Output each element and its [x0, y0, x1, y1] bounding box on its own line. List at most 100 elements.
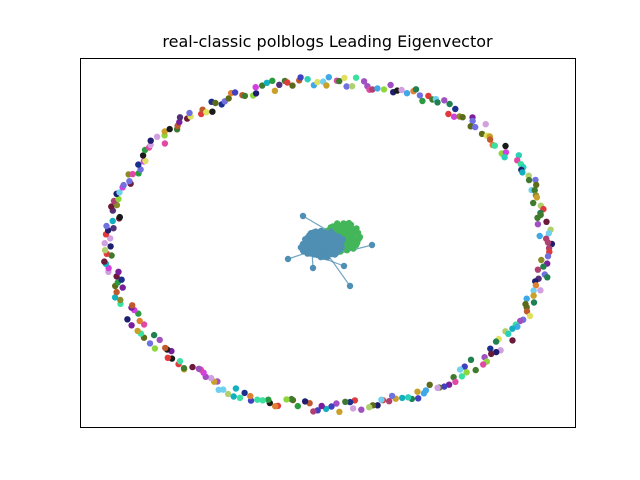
isolated-node — [232, 385, 240, 392]
isolated-node — [284, 79, 291, 86]
isolated-node — [119, 284, 126, 291]
cluster-node-blue — [331, 251, 339, 258]
isolated-node — [207, 374, 215, 382]
isolated-node — [107, 235, 114, 242]
isolated-node — [209, 108, 216, 115]
cluster-node-blue — [299, 212, 307, 220]
isolated-node — [252, 84, 259, 91]
isolated-node — [374, 85, 381, 92]
isolated-node — [399, 394, 406, 402]
isolated-node — [136, 317, 143, 325]
isolated-node — [176, 114, 184, 121]
isolated-node — [526, 312, 534, 320]
cluster-node-blue — [330, 246, 337, 253]
isolated-node — [502, 142, 509, 150]
isolated-node — [544, 253, 552, 260]
cluster-node-green — [334, 220, 341, 227]
isolated-node — [107, 243, 114, 250]
isolated-node — [128, 322, 135, 329]
isolated-node — [161, 128, 168, 135]
isolated-node — [530, 292, 537, 299]
isolated-node — [458, 373, 466, 380]
isolated-node — [450, 113, 458, 120]
isolated-node — [525, 176, 533, 184]
isolated-node — [515, 152, 522, 159]
isolated-node — [129, 170, 136, 178]
isolated-node — [514, 323, 521, 330]
isolated-node — [263, 79, 271, 87]
isolated-node — [156, 336, 163, 344]
cluster-node-blue — [317, 227, 325, 235]
plot-title: real-classic polblogs Leading Eigenvecto… — [162, 32, 493, 51]
isolated-node — [124, 316, 131, 323]
isolated-node — [153, 133, 161, 140]
isolated-node — [341, 74, 348, 82]
isolated-node — [380, 86, 388, 93]
isolated-node — [533, 194, 541, 201]
isolated-node — [103, 222, 110, 230]
isolated-node — [415, 395, 422, 402]
isolated-node — [134, 327, 141, 335]
isolated-node — [472, 366, 479, 374]
isolated-node — [259, 82, 266, 89]
isolated-node — [478, 130, 486, 138]
cluster-node-green — [351, 228, 358, 236]
isolated-node — [461, 363, 468, 370]
cluster-node-green — [352, 235, 360, 243]
isolated-node — [108, 252, 115, 259]
cluster-node-blue — [284, 255, 292, 263]
isolated-node — [398, 86, 405, 94]
isolated-node — [162, 344, 169, 352]
isolated-node — [225, 95, 232, 102]
isolated-node — [215, 386, 222, 393]
isolated-node — [533, 181, 540, 189]
isolated-node — [186, 109, 193, 117]
axes-frame — [80, 58, 576, 428]
isolated-node — [328, 403, 335, 410]
cluster-node-blue — [309, 264, 317, 272]
isolated-node — [530, 199, 537, 207]
isolated-node — [101, 240, 108, 247]
isolated-node — [534, 221, 542, 228]
isolated-node — [110, 225, 117, 232]
isolated-node — [129, 302, 136, 309]
isolated-node — [109, 217, 116, 225]
isolated-node — [445, 381, 453, 388]
isolated-node — [288, 395, 295, 403]
isolated-node — [161, 140, 169, 147]
isolated-node — [164, 354, 171, 361]
isolated-node — [416, 92, 424, 99]
isolated-node — [118, 276, 125, 283]
isolated-node — [212, 99, 219, 107]
isolated-node — [147, 137, 154, 144]
isolated-node — [452, 378, 459, 386]
isolated-node — [195, 365, 203, 372]
isolated-node — [441, 97, 448, 104]
isolated-node — [252, 90, 260, 97]
isolated-node — [289, 82, 296, 89]
isolated-node — [446, 100, 453, 108]
isolated-node — [333, 400, 340, 407]
isolated-node — [441, 383, 448, 390]
isolated-node — [113, 288, 120, 296]
isolated-node — [530, 299, 538, 306]
isolated-node — [491, 142, 498, 149]
isolated-node — [378, 396, 385, 403]
isolated-node — [265, 396, 272, 403]
isolated-node — [445, 110, 452, 118]
isolated-node — [314, 78, 321, 86]
cluster-node-green — [344, 246, 351, 254]
isolated-node — [543, 218, 550, 225]
isolated-node — [271, 87, 279, 95]
isolated-node — [537, 287, 544, 294]
isolated-node — [272, 403, 279, 410]
isolated-node — [360, 78, 368, 85]
cluster-node-blue — [328, 240, 335, 247]
isolated-node — [336, 77, 343, 85]
isolated-node — [467, 356, 475, 363]
cluster-node-blue — [311, 245, 318, 252]
cluster-node-green — [345, 233, 352, 240]
isolated-node — [456, 366, 464, 373]
isolated-node — [140, 321, 148, 328]
isolated-node — [111, 294, 119, 301]
